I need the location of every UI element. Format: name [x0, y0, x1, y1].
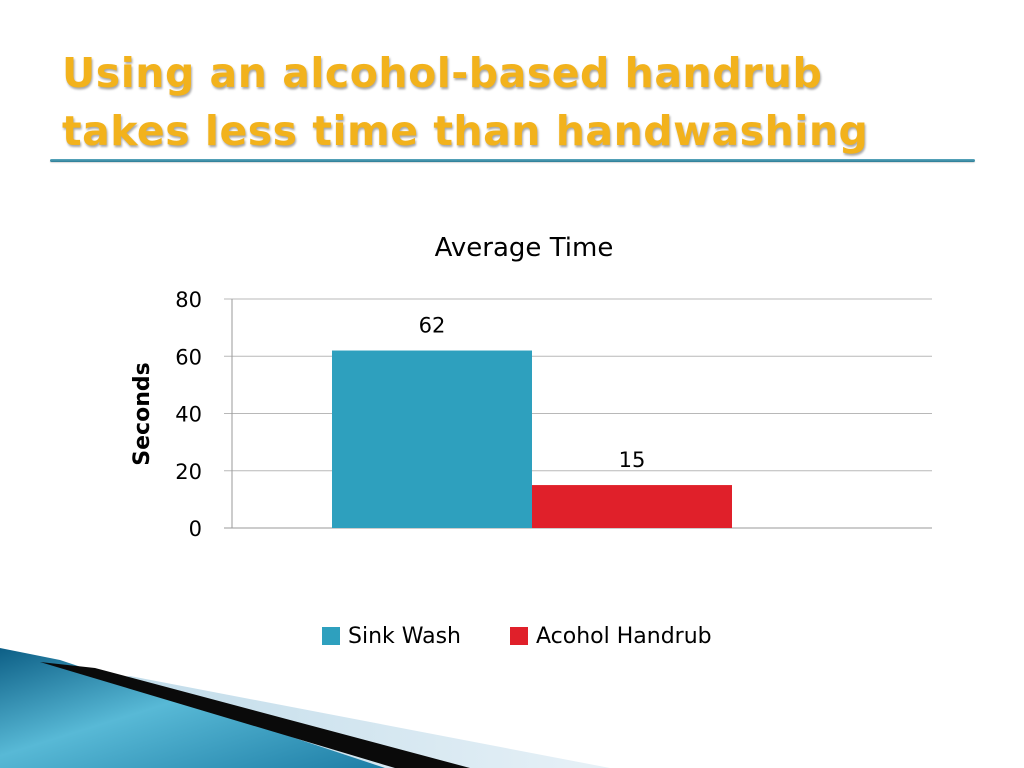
y-tick-label: 20 — [175, 460, 202, 484]
title-underline — [50, 159, 975, 162]
data-label: 62 — [419, 314, 446, 338]
y-tick-label: 80 — [175, 288, 202, 312]
bar-sink-wash — [332, 350, 532, 528]
slide-title-line-1: Using an alcohol-based handrub — [62, 49, 823, 97]
data-labels: 62 15 — [419, 314, 646, 473]
chart-title: Average Time — [435, 233, 614, 263]
y-axis-ticks: 0 20 40 60 80 — [175, 288, 202, 541]
y-tick-label: 60 — [175, 345, 202, 369]
y-axis-label: Seconds — [130, 362, 155, 465]
legend: Sink Wash Acohol Handrub — [322, 624, 712, 649]
y-tick-label: 40 — [175, 403, 202, 427]
bar-acohol-handrub — [532, 485, 732, 528]
swoosh-black-stripe — [40, 662, 470, 768]
slide-title: Using an alcohol-based handrub takes les… — [62, 44, 992, 160]
legend-label: Acohol Handrub — [536, 624, 712, 649]
y-tick-label: 0 — [189, 517, 202, 541]
legend-label: Sink Wash — [348, 624, 461, 649]
legend-swatch — [510, 627, 528, 645]
bars — [332, 350, 732, 528]
data-label: 15 — [619, 448, 646, 472]
legend-swatch — [322, 627, 340, 645]
slide-title-line-2: takes less time than handwashing — [62, 107, 869, 155]
